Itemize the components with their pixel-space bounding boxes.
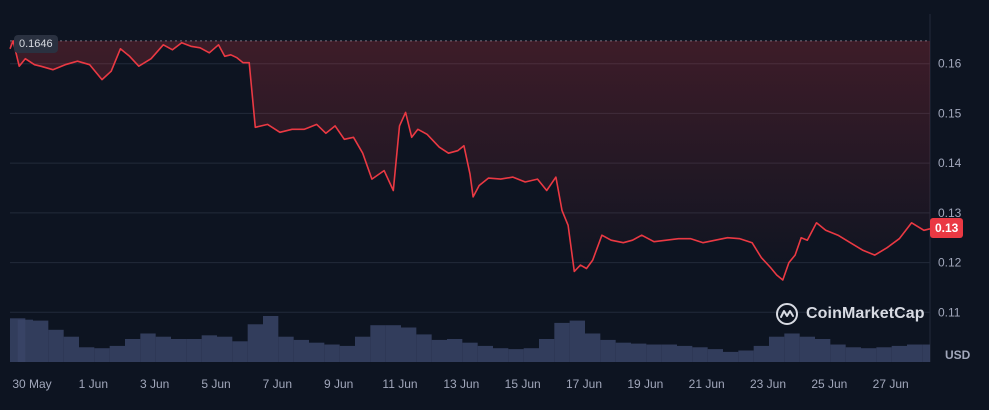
volume-bar [171,339,187,362]
volume-bar [370,325,386,362]
volume-bar [646,344,662,362]
volume-bar [401,327,417,362]
volume-bar [431,339,447,362]
volume-bar [247,324,263,362]
x-tick-label: 5 Jun [201,377,230,391]
x-tick-label: 21 Jun [689,377,725,391]
volume-bar [830,344,846,362]
volume-bar [48,329,64,362]
volume-bar [876,347,892,362]
volume-bar [416,334,432,362]
x-tick-label: 27 Jun [873,377,909,391]
x-tick-label: 3 Jun [140,377,169,391]
y-tick-label: 0.11 [938,305,961,319]
x-tick-label: 1 Jun [79,377,108,391]
volume-bar [339,345,355,362]
volume-bar [324,344,340,362]
volume-bar [799,336,815,362]
volume-bar [278,336,294,362]
volume-bar [784,333,800,362]
volume-bar [661,344,677,362]
x-tick-label: 13 Jun [443,377,479,391]
x-axis-ticks: 30 May 1 Jun 3 Jun 5 Jun 7 Jun 9 Jun 11 Jun 13 … [12,377,908,391]
volume-bar [692,347,708,362]
volume-bar [539,339,555,362]
volume-bar [738,350,754,362]
volume-bar [385,325,401,362]
volume-bar [753,345,769,362]
x-tick-label: 17 Jun [566,377,602,391]
currency-label: USD [945,348,971,362]
volume-bar [63,336,79,362]
current-price-badge: 0.13 [930,218,964,238]
volume-bar [600,339,616,362]
volume-bar [94,348,110,362]
x-tick-label: 30 May [12,377,51,391]
volume-bar [569,320,585,362]
price-area-fill [10,40,930,280]
coinmarketcap-watermark: CoinMarketCap [775,302,925,326]
volume-bar [293,339,309,362]
volume-bar [891,345,907,362]
volume-bar [845,347,861,362]
volume-bar [723,351,739,362]
volume-bar [17,319,33,362]
y-tick-label: 0.13 [938,206,962,220]
volume-bar [232,341,248,362]
volume-bar [217,336,233,362]
volume-bar [79,347,95,362]
volume-bar [922,344,930,362]
volume-bar [707,349,723,362]
x-tick-label: 23 Jun [750,377,786,391]
volume-bar [815,339,831,362]
volume-bar [554,322,570,362]
volume-bar [493,348,509,362]
y-tick-label: 0.12 [938,256,962,270]
volume-bar [631,343,647,362]
volume-bar [585,333,601,362]
volume-bar [615,342,631,362]
y-tick-label: 0.16 [938,57,962,71]
volume-bar [523,348,539,362]
volume-bar [309,342,325,362]
x-tick-label: 11 Jun [382,377,417,391]
x-tick-label: 19 Jun [627,377,663,391]
volume-bar [508,349,524,362]
volume-bar [186,339,202,362]
volume-bar [769,336,785,362]
volume-bars [10,316,930,362]
volume-bar [140,333,156,362]
y-axis-ticks: 0.16 0.15 0.14 0.13 0.12 0.11 [938,57,962,320]
x-tick-label: 25 Jun [811,377,847,391]
volume-bar [861,348,877,362]
volume-bar [109,345,125,362]
volume-bar [462,342,478,362]
volume-bar [677,345,693,362]
coinmarketcap-logo-icon [776,303,798,325]
volume-bar [33,320,49,362]
volume-bar [907,344,923,362]
x-tick-label: 15 Jun [505,377,541,391]
watermark-text: CoinMarketCap [806,305,925,322]
volume-bar [125,339,141,362]
volume-bar [155,336,171,362]
y-tick-label: 0.15 [938,106,962,120]
volume-bar [447,339,463,362]
volume-bar [355,336,371,362]
price-line[interactable] [9,40,931,281]
volume-bar [477,345,493,362]
x-tick-label: 9 Jun [324,377,353,391]
volume-bar [263,316,279,362]
start-price-label: 0.1646 [14,35,58,53]
volume-bar [201,335,217,362]
y-tick-label: 0.14 [938,156,962,170]
x-tick-label: 7 Jun [263,377,292,391]
